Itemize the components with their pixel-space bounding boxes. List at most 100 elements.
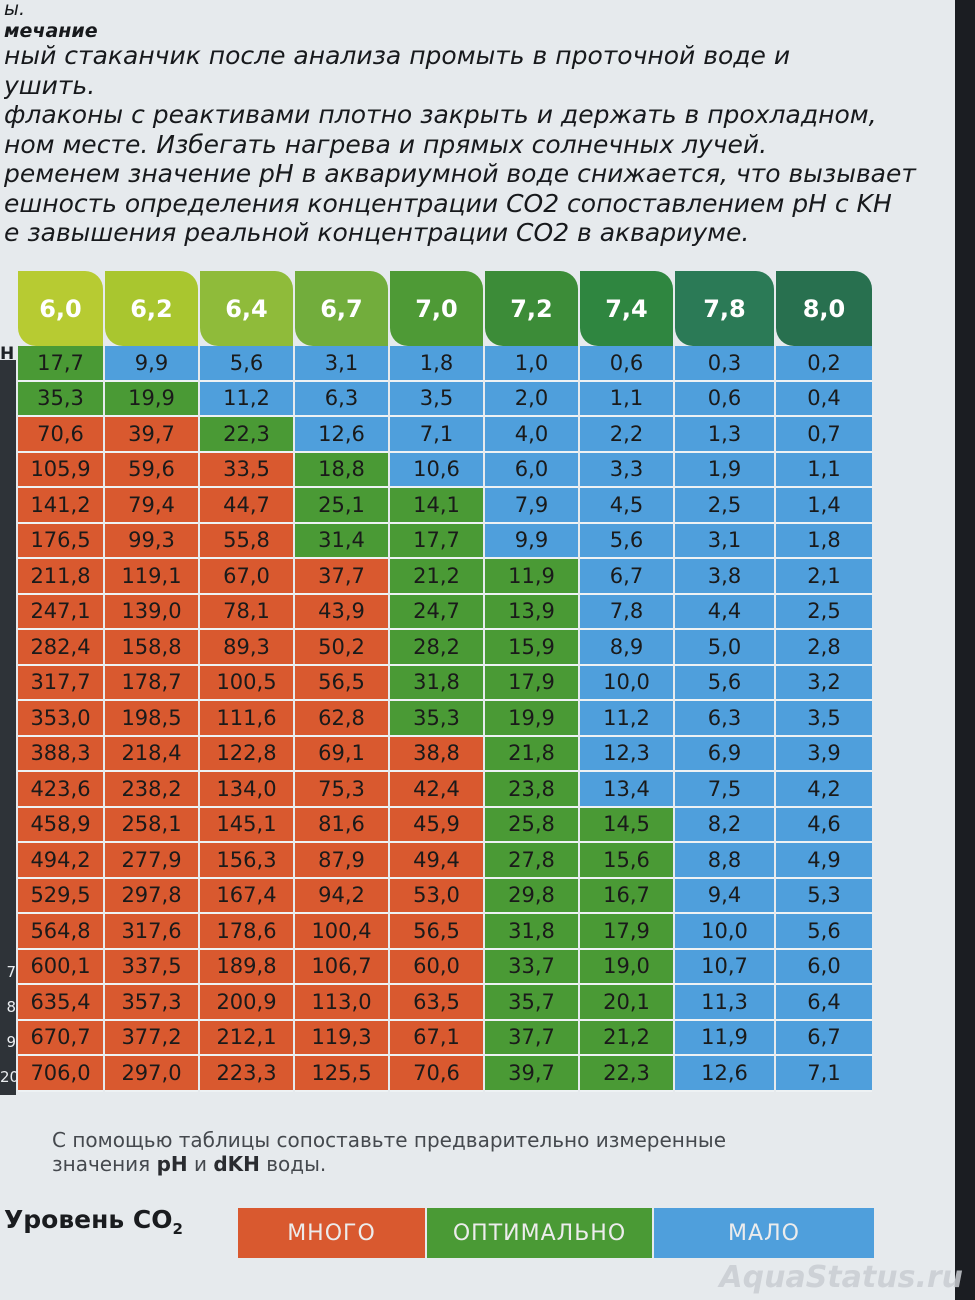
co2-cell: 1,8 — [390, 346, 483, 382]
co2-cell: 3,5 — [390, 381, 483, 417]
ph-value-label: 6,4 — [200, 271, 293, 346]
co2-cell: 33,7 — [485, 949, 578, 985]
co2-cell: 10,7 — [675, 949, 774, 985]
co2-cell: 2,0 — [485, 381, 578, 417]
co2-cell: 17,9 — [485, 665, 578, 701]
table-row: 458,9 258,1 145,1 81,6 45,9 25,8 14,5 8,2 4,6 — [18, 807, 872, 843]
co2-cell: 21,2 — [580, 1020, 673, 1056]
co2-cell: 2,5 — [776, 594, 872, 630]
co2-cell: 13,4 — [580, 772, 673, 808]
co2-cell: 75,3 — [295, 772, 388, 808]
co2-cell: 18,8 — [295, 452, 388, 488]
co2-cell: 35,3 — [18, 381, 103, 417]
co2-cell: 3,9 — [776, 736, 872, 772]
co2-cell: 7,8 — [580, 594, 673, 630]
usage-note: С помощью таблицы сопоставьте предварите… — [52, 1128, 872, 1176]
co2-cell: 39,7 — [105, 417, 198, 453]
co2-cell: 70,6 — [390, 1056, 483, 1092]
table-row: 635,4 357,3 200,9 113,0 63,5 35,7 20,1 11,3 6,4 — [18, 985, 872, 1021]
co2-cell: 423,6 — [18, 772, 103, 808]
co2-cell: 317,6 — [105, 914, 198, 950]
co2-cell: 529,5 — [18, 878, 103, 914]
co2-cell: 24,7 — [390, 594, 483, 630]
ph-header-cell: 7,2 — [485, 258, 578, 346]
co2-cell: 139,0 — [105, 594, 198, 630]
co2-cell: 14,1 — [390, 488, 483, 524]
co2-cell: 49,4 — [390, 843, 483, 879]
co2-cell: 670,7 — [18, 1020, 103, 1056]
co2-cell: 50,2 — [295, 630, 388, 666]
co2-cell: 1,3 — [675, 417, 774, 453]
co2-cell: 706,0 — [18, 1056, 103, 1092]
co2-cell: 13,9 — [485, 594, 578, 630]
co2-cell: 21,2 — [390, 559, 483, 595]
co2-cell: 6,3 — [675, 701, 774, 737]
ph-header-cell: 6,0 — [18, 258, 103, 346]
co2-cell: 37,7 — [485, 1020, 578, 1056]
co2-cell: 35,3 — [390, 701, 483, 737]
co2-cell: 11,9 — [485, 559, 578, 595]
co2-cell: 3,2 — [776, 665, 872, 701]
co2-cell: 564,8 — [18, 914, 103, 950]
co2-cell: 25,1 — [295, 488, 388, 524]
co2-cell: 223,3 — [200, 1056, 293, 1092]
instructions-heading: мечание — [4, 21, 98, 41]
co2-cell: 69,1 — [295, 736, 388, 772]
co2-cell: 7,1 — [390, 417, 483, 453]
co2-cell: 125,5 — [295, 1056, 388, 1092]
co2-cell: 0,4 — [776, 381, 872, 417]
co2-cell: 56,5 — [295, 665, 388, 701]
co2-cell: 70,6 — [18, 417, 103, 453]
co2-cell: 27,8 — [485, 843, 578, 879]
table-row: 70,6 39,7 22,3 12,6 7,1 4,0 2,2 1,3 0,7 — [18, 417, 872, 453]
co2-cell: 119,3 — [295, 1020, 388, 1056]
co2-cell: 4,9 — [776, 843, 872, 879]
co2-cell: 297,8 — [105, 878, 198, 914]
co2-cell: 19,0 — [580, 949, 673, 985]
co2-cell: 200,9 — [200, 985, 293, 1021]
co2-cell: 119,1 — [105, 559, 198, 595]
co2-cell: 6,0 — [776, 949, 872, 985]
table-row: 141,2 79,4 44,7 25,1 14,1 7,9 4,5 2,5 1,4 — [18, 488, 872, 524]
co2-cell: 1,9 — [675, 452, 774, 488]
co2-cell: 6,9 — [675, 736, 774, 772]
co2-cell: 22,3 — [200, 417, 293, 453]
co2-cell: 458,9 — [18, 807, 103, 843]
co2-cell: 0,6 — [580, 346, 673, 382]
co2-cell: 15,9 — [485, 630, 578, 666]
instructions-line: ы. — [4, 2, 26, 17]
co2-cell: 9,9 — [485, 523, 578, 559]
co2-cell: 62,8 — [295, 701, 388, 737]
product-sheet: ы. мечание ный стаканчик после анализа п… — [0, 0, 955, 1300]
co2-cell: 178,7 — [105, 665, 198, 701]
table-row: 105,9 59,6 33,5 18,8 10,6 6,0 3,3 1,9 1,1 — [18, 452, 872, 488]
co2-cell: 67,0 — [200, 559, 293, 595]
co2-cell: 11,2 — [200, 381, 293, 417]
ph-header-cell: 7,0 — [390, 258, 483, 346]
co2-cell: 0,2 — [776, 346, 872, 382]
legend-optimal: ОПТИМАЛЬНО — [427, 1208, 652, 1258]
co2-cell: 277,9 — [105, 843, 198, 879]
legend-title-subscript: 2 — [172, 1220, 183, 1238]
co2-cell: 59,6 — [105, 452, 198, 488]
instructions-line: ный стаканчик после анализа промыть в пр… — [4, 41, 791, 70]
co2-cell: 2,8 — [776, 630, 872, 666]
co2-cell: 5,3 — [776, 878, 872, 914]
co2-cell: 4,6 — [776, 807, 872, 843]
usage-note-line: значения pH и dKH воды. — [52, 1152, 872, 1176]
co2-cell: 377,2 — [105, 1020, 198, 1056]
co2-cell: 55,8 — [200, 523, 293, 559]
table-row: 17,7 9,9 5,6 3,1 1,8 1,0 0,6 0,3 0,2 — [18, 346, 872, 382]
co2-cell: 53,0 — [390, 878, 483, 914]
co2-cell: 198,5 — [105, 701, 198, 737]
co2-cell: 0,7 — [776, 417, 872, 453]
co2-cell: 156,3 — [200, 843, 293, 879]
legend-title: Уровень CO2 — [4, 1205, 183, 1238]
co2-cell: 189,8 — [200, 949, 293, 985]
co2-cell: 28,2 — [390, 630, 483, 666]
co2-cell: 7,9 — [485, 488, 578, 524]
co2-cell: 178,6 — [200, 914, 293, 950]
co2-cell: 2,5 — [675, 488, 774, 524]
co2-cell: 100,4 — [295, 914, 388, 950]
ph-value-label: 7,2 — [485, 271, 578, 346]
